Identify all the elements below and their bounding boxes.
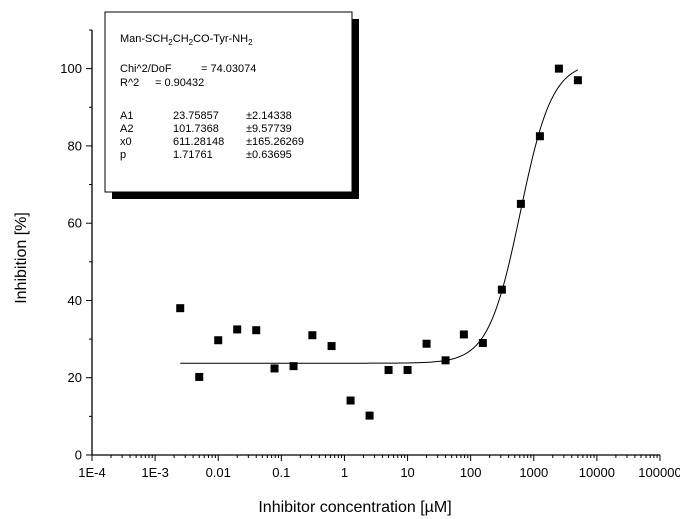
fit-curve: [180, 69, 579, 364]
data-point: [478, 338, 487, 347]
y-tick-label: 60: [68, 216, 82, 231]
legend-param-error-a2: ±9.57739: [246, 123, 292, 135]
x-tick-label: 0.01: [206, 465, 231, 480]
x-tick-label: 1: [341, 465, 348, 480]
data-point: [252, 326, 261, 335]
data-point: [516, 199, 525, 208]
legend-param-error-x0: ±165.26269: [246, 136, 304, 148]
x-tick-label: 10000: [579, 465, 615, 480]
legend-param-error-a1: ±2.14338: [246, 110, 292, 122]
legend-param-name-a2: A2: [120, 123, 133, 135]
data-point: [573, 76, 582, 85]
data-point: [441, 356, 450, 365]
legend-title-part: CO-Tyr-NH: [193, 33, 248, 45]
legend-stat-name-r2: R^2: [120, 77, 139, 89]
data-point: [384, 366, 393, 374]
data-point: [497, 285, 506, 294]
legend-param-value-a2: 101.7368: [173, 123, 219, 135]
legend-title-part: Man-SCH: [120, 33, 168, 45]
data-point: [365, 411, 374, 420]
legend-stat-value-r2: = 0.90432: [155, 77, 204, 89]
y-tick-label: 40: [68, 293, 82, 308]
y-tick-label: 20: [68, 370, 82, 385]
data-point: [327, 342, 336, 351]
legend-frame: [104, 11, 353, 193]
data-point: [233, 325, 242, 334]
x-axis-title: Inhibitor concentration [µM]: [258, 499, 451, 516]
legend-title-subscript: 2: [248, 38, 253, 47]
legend-param-value-a1: 23.75857: [173, 110, 219, 122]
data-point: [535, 132, 544, 141]
legend-param-name-a1: A1: [120, 110, 133, 122]
data-point: [554, 64, 563, 73]
data-point: [176, 304, 185, 313]
legend-param-error-p: ±0.63695: [246, 149, 292, 161]
legend-box: Man-SCH2CH2CO-Tyr-NH2 Chi^2/DoF = 74.030…: [104, 11, 359, 199]
legend-stat-name-chi: Chi^2/DoF: [120, 63, 172, 75]
y-axis-title: Inhibition [%]: [13, 212, 30, 304]
legend-stat-value-chi: = 74.03074: [201, 63, 256, 75]
data-point: [289, 362, 298, 371]
plot-layer: 1E-4 1E-3 0.01 0.1 1 10 100 1000 10000 100000 0 20 4…: [60, 29, 680, 480]
y-tick-label: 100: [60, 61, 82, 76]
data-point: [422, 339, 431, 348]
data-point: [346, 396, 355, 405]
x-tick-label: 1E-4: [78, 465, 105, 480]
x-tick-label: 1E-3: [141, 465, 168, 480]
x-tick-label: 10: [400, 465, 414, 480]
legend-title: Man-SCH2CH2CO-Tyr-NH2: [120, 33, 253, 47]
data-point: [270, 364, 279, 373]
data-point: [214, 336, 223, 345]
legend-param-name-x0: x0: [120, 136, 132, 148]
data-point: [195, 372, 204, 381]
legend-param-value-x0: 611.28148: [173, 136, 224, 148]
y-tick-label: 80: [68, 138, 82, 153]
x-tick-label: 1000: [519, 465, 548, 480]
data-point: [459, 330, 468, 339]
legend-param-name-p: p: [120, 149, 126, 161]
legend-title-subscript: 2: [168, 38, 173, 47]
data-point: [308, 331, 317, 340]
x-tick-label: 0.1: [272, 465, 290, 480]
legend-title-part: CH: [173, 33, 189, 45]
y-tick-label: 0: [75, 448, 82, 463]
data-point: [403, 366, 412, 374]
legend-param-value-p: 1.71761: [173, 149, 213, 161]
x-tick-label: 100: [460, 465, 482, 480]
legend-title-subscript: 2: [189, 38, 194, 47]
x-tick-label: 100000: [638, 465, 680, 480]
